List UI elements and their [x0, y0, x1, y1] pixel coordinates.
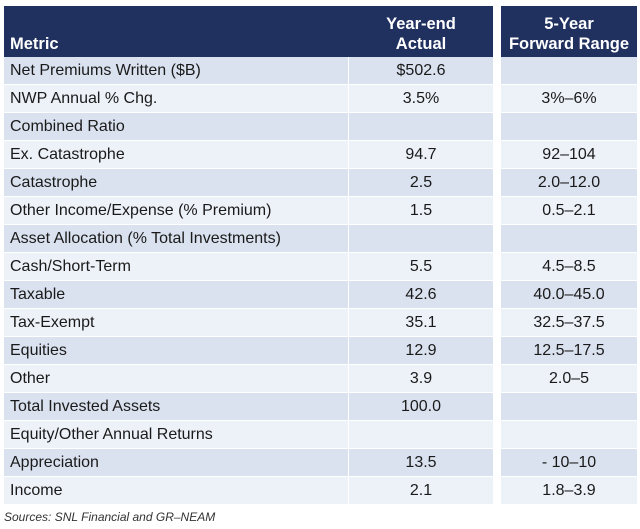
header-range-line2: Forward Range [508, 35, 630, 53]
metric-cell: Tax-Exempt [4, 309, 349, 337]
metric-cell: Cash/Short-Term [4, 253, 349, 281]
table-body: Net Premiums Written ($B) $502.6 NWP Annua… [4, 57, 637, 505]
table-row: Appreciation 13.5 - 10–10 [4, 449, 637, 477]
table-row: Net Premiums Written ($B) $502.6 [4, 57, 637, 85]
column-gap [493, 253, 501, 281]
column-gap [493, 113, 501, 141]
table-row: Ex. Catastrophe 94.7 92–104 [4, 141, 637, 169]
header-range-line1: 5-Year [544, 15, 594, 33]
actual-cell [349, 225, 493, 253]
header-actual-line1: Year-end [386, 15, 456, 33]
range-cell: 2.0–5 [501, 365, 637, 393]
range-cell: 12.5–17.5 [501, 337, 637, 365]
header-metric: Metric [4, 6, 349, 57]
header-actual-line2: Actual [395, 35, 447, 53]
metric-cell: Asset Allocation (% Total Investments) [4, 225, 349, 253]
range-cell: 2.0–12.0 [501, 169, 637, 197]
column-gap [493, 337, 501, 365]
table-row: Total Invested Assets 100.0 [4, 393, 637, 421]
actual-cell [349, 421, 493, 449]
column-gap [493, 393, 501, 421]
range-cell: 4.5–8.5 [501, 253, 637, 281]
range-cell: - 10–10 [501, 449, 637, 477]
metric-cell: Net Premiums Written ($B) [4, 57, 349, 85]
metric-cell: Total Invested Assets [4, 393, 349, 421]
table-row: Other 3.9 2.0–5 [4, 365, 637, 393]
range-cell: 3%–6% [501, 85, 637, 113]
table-row: Cash/Short-Term 5.5 4.5–8.5 [4, 253, 637, 281]
column-gap [493, 309, 501, 337]
column-gap [493, 365, 501, 393]
range-cell: 1.8–3.9 [501, 477, 637, 505]
actual-cell: 2.5 [349, 169, 493, 197]
actual-cell: 2.1 [349, 477, 493, 505]
source-note: Sources: SNL Financial and GR–NEAM [4, 510, 216, 524]
actual-cell: 12.9 [349, 337, 493, 365]
table-row: Asset Allocation (% Total Investments) [4, 225, 637, 253]
metric-cell: Equities [4, 337, 349, 365]
actual-cell: $502.6 [349, 57, 493, 85]
metric-cell: NWP Annual % Chg. [4, 85, 349, 113]
table-row: Tax-Exempt 35.1 32.5–37.5 [4, 309, 637, 337]
column-gap [493, 225, 501, 253]
metric-cell: Taxable [4, 281, 349, 309]
range-cell [501, 393, 637, 421]
metric-cell: Combined Ratio [4, 113, 349, 141]
actual-cell [349, 113, 493, 141]
metric-cell: Catastrophe [4, 169, 349, 197]
table-row: Combined Ratio [4, 113, 637, 141]
range-cell: 92–104 [501, 141, 637, 169]
actual-cell: 94.7 [349, 141, 493, 169]
header-forward-range: 5-Year Forward Range [501, 6, 637, 57]
table-row: Income 2.1 1.8–3.9 [4, 477, 637, 505]
table-row: Equities 12.9 12.5–17.5 [4, 337, 637, 365]
actual-cell: 42.6 [349, 281, 493, 309]
metric-cell: Equity/Other Annual Returns [4, 421, 349, 449]
actual-cell: 3.5% [349, 85, 493, 113]
range-cell [501, 421, 637, 449]
metrics-table: Metric Year-end Actual 5-Year Forward Ra… [4, 6, 637, 505]
metric-cell: Other Income/Expense (% Premium) [4, 197, 349, 225]
actual-cell: 35.1 [349, 309, 493, 337]
range-cell: 40.0–45.0 [501, 281, 637, 309]
actual-cell: 5.5 [349, 253, 493, 281]
metric-cell: Appreciation [4, 449, 349, 477]
table-row: NWP Annual % Chg. 3.5% 3%–6% [4, 85, 637, 113]
actual-cell: 13.5 [349, 449, 493, 477]
metric-cell: Ex. Catastrophe [4, 141, 349, 169]
actual-cell: 1.5 [349, 197, 493, 225]
header-year-end-actual: Year-end Actual [349, 6, 493, 57]
range-cell [501, 57, 637, 85]
table-row: Other Income/Expense (% Premium) 1.5 0.5–2… [4, 197, 637, 225]
column-gap [493, 281, 501, 309]
column-gap [493, 449, 501, 477]
metric-cell: Other [4, 365, 349, 393]
actual-cell: 3.9 [349, 365, 493, 393]
range-cell: 0.5–2.1 [501, 197, 637, 225]
header-gap [493, 6, 501, 57]
range-cell [501, 113, 637, 141]
column-gap [493, 141, 501, 169]
range-cell: 32.5–37.5 [501, 309, 637, 337]
range-cell [501, 225, 637, 253]
actual-cell: 100.0 [349, 393, 493, 421]
table-row: Catastrophe 2.5 2.0–12.0 [4, 169, 637, 197]
column-gap [493, 421, 501, 449]
table-row: Equity/Other Annual Returns [4, 421, 637, 449]
column-gap [493, 169, 501, 197]
column-gap [493, 477, 501, 505]
table-header-row: Metric Year-end Actual 5-Year Forward Ra… [4, 6, 637, 57]
metric-cell: Income [4, 477, 349, 505]
column-gap [493, 85, 501, 113]
column-gap [493, 197, 501, 225]
column-gap [493, 57, 501, 85]
table-row: Taxable 42.6 40.0–45.0 [4, 281, 637, 309]
